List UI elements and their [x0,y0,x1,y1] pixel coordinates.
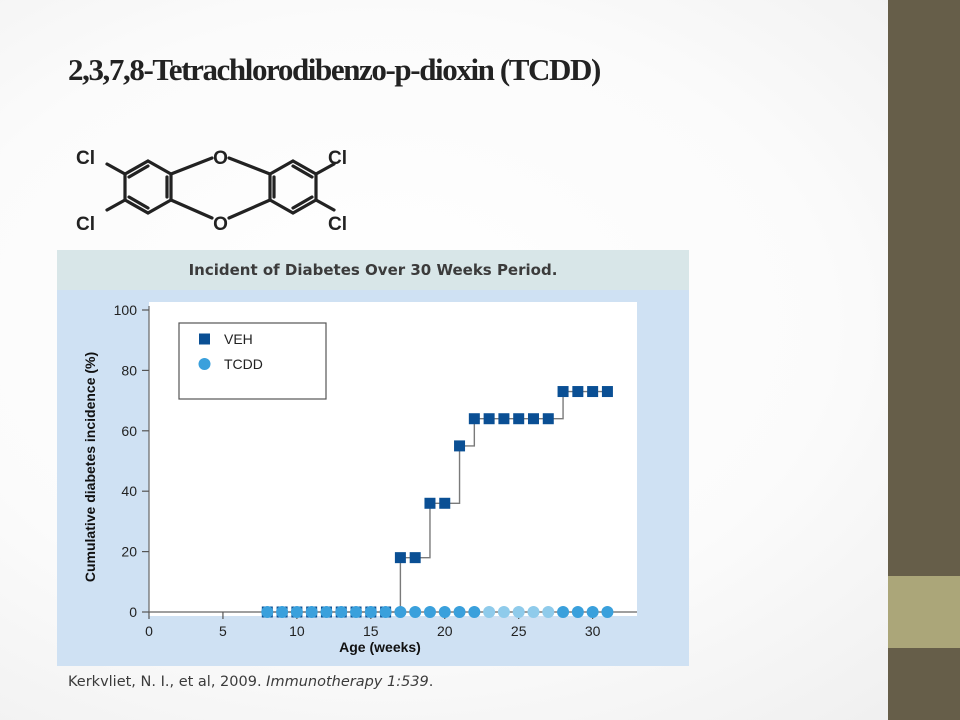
veh-data-point [572,386,584,398]
veh-data-point [513,413,525,425]
sidebar-accent-block [888,576,960,648]
tcdd-data-point [483,606,496,618]
tcdd-data-point [468,606,481,618]
veh-data-point [498,413,510,425]
veh-data-point [587,386,599,398]
tcdd-data-point [305,606,318,618]
citation-authors: Kerkvliet, N. I., et al, 2009. [68,674,267,690]
x-axis-label: Age (weeks) [339,639,421,655]
legend-tcdd-marker [198,358,211,370]
tcdd-data-point [423,606,436,618]
tcdd-data-point [290,606,303,618]
x-tick-label: 15 [363,623,379,639]
tcdd-data-point [335,606,348,618]
tcdd-data-point [364,606,377,618]
tcdd-data-point [571,606,584,618]
tcdd-data-point [438,606,451,618]
legend-veh-marker [199,333,210,345]
sidebar-band-top [888,0,960,576]
x-tick-label: 10 [289,623,305,639]
x-tick-label: 0 [145,623,153,639]
y-tick-label: 60 [121,423,137,439]
slide-title: 2,3,7,8-Tetrachlorodibenzo-p-dioxin (TCD… [68,52,601,87]
tcdd-data-point [453,606,466,618]
diabetes-incidence-chart: 0 20 40 60 80 100 0 5 10 15 20 25 30 VEH TCDD Age (we… [82,302,637,655]
veh-data-point [409,552,421,564]
chlorine-atom-bottom-left: Cl [76,214,95,235]
x-tick-label: 30 [585,623,601,639]
veh-data-point [424,497,436,509]
tcdd-structure-diagram: O O Cl Cl Cl Cl [76,148,347,235]
tcdd-data-point [409,606,422,618]
tcdd-data-point [276,606,289,618]
veh-data-point [394,552,406,564]
chlorine-atom-bottom-right: Cl [328,214,347,235]
veh-data-point [468,413,480,425]
citation-end: . [428,674,434,690]
oxygen-atom-bottom: O [213,214,228,235]
tcdd-data-point [512,606,525,618]
legend-tcdd-label: TCDD [224,356,263,372]
tcdd-data-point [527,606,540,618]
sidebar-band-bottom [888,648,960,720]
tcdd-data-point [586,606,599,618]
y-tick-label: 0 [129,604,137,620]
veh-data-point [454,440,466,452]
y-tick-label: 40 [121,483,137,499]
y-tick-label: 20 [121,544,137,560]
veh-data-point [527,413,539,425]
tcdd-data-point [320,606,333,618]
y-tick-label: 80 [121,362,137,378]
tcdd-data-point [394,606,407,618]
veh-data-point [601,386,613,398]
x-tick-label: 25 [511,623,527,639]
citation-journal: Immunotherapy 1:539 [266,674,429,690]
oxygen-atom-top: O [213,148,228,169]
tcdd-data-point [350,606,363,618]
y-axis-label: Cumulative diabetes incidence (%) [82,352,98,582]
chart-panel: Incident of Diabetes Over 30 Weeks Perio… [57,250,689,666]
veh-data-point [483,413,495,425]
tcdd-data-point [379,606,392,618]
y-tick-label: 100 [114,302,138,318]
tcdd-data-point [497,606,510,618]
tcdd-data-point [557,606,570,618]
left-benzene-ring [123,159,173,215]
x-tick-label: 20 [437,623,453,639]
tcdd-data-point [601,606,614,618]
citation: Kerkvliet, N. I., et al, 2009. Immunothe… [68,674,433,690]
veh-data-point [542,413,554,425]
chart-title: Incident of Diabetes Over 30 Weeks Perio… [57,250,689,290]
veh-data-point [557,386,569,398]
chlorine-atom-top-left: Cl [76,148,95,169]
right-benzene-ring [268,159,318,215]
x-tick-label: 5 [219,623,227,639]
tcdd-data-point [542,606,555,618]
legend-veh-label: VEH [224,331,253,347]
veh-data-point [439,497,451,509]
tcdd-data-point [261,606,274,618]
chlorine-atom-top-right: Cl [328,148,347,169]
